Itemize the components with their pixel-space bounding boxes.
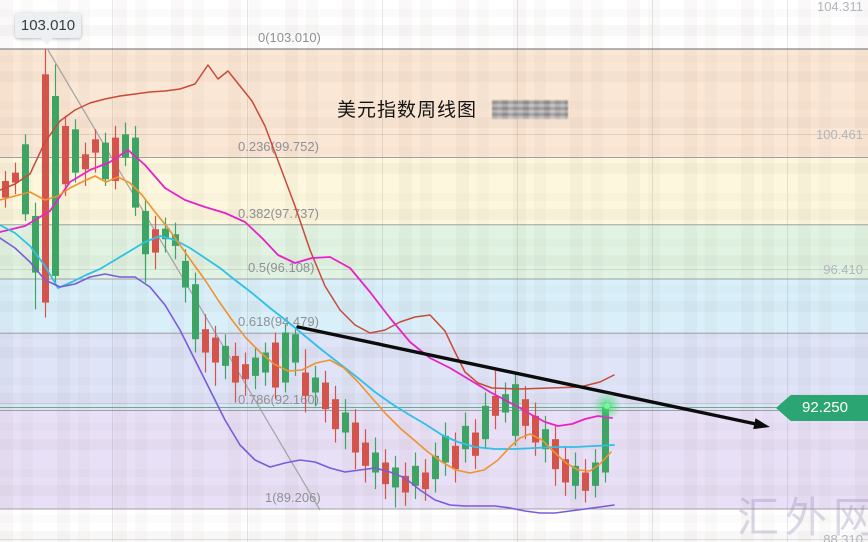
- candle[interactable]: [442, 422, 449, 476]
- candle[interactable]: [512, 372, 519, 446]
- candle[interactable]: [462, 412, 469, 463]
- candle[interactable]: [192, 272, 199, 353]
- fib-band: [0, 49, 868, 158]
- fib-label-0.5: 0.5(96.108): [248, 259, 315, 275]
- candle[interactable]: [242, 352, 249, 396]
- vertical-gridline: [247, 0, 248, 542]
- fib-band: [0, 278, 868, 334]
- current-price-badge: 92.250: [776, 395, 868, 421]
- axis-label-104.311: 104.311: [816, 0, 863, 14]
- candle[interactable]: [282, 324, 289, 393]
- last-price-dot: [604, 403, 610, 409]
- candle[interactable]: [92, 129, 99, 173]
- candle[interactable]: [72, 119, 79, 183]
- ma-orange: [0, 175, 612, 474]
- price-tooltip: 103.010: [15, 13, 81, 38]
- candle[interactable]: [252, 347, 259, 390]
- candle[interactable]: [292, 329, 299, 376]
- candle[interactable]: [562, 445, 569, 496]
- vertical-gridline: [382, 0, 383, 542]
- horizontal-gridline: [0, 269, 868, 270]
- candle[interactable]: [152, 215, 159, 270]
- candle[interactable]: [62, 115, 69, 196]
- candle[interactable]: [42, 49, 49, 318]
- candle[interactable]: [472, 419, 479, 470]
- candle[interactable]: [122, 122, 129, 166]
- candle[interactable]: [202, 314, 209, 373]
- candle[interactable]: [412, 452, 419, 500]
- candle[interactable]: [312, 365, 319, 406]
- candle[interactable]: [572, 452, 579, 500]
- candle[interactable]: [82, 142, 89, 186]
- vertical-gridline: [787, 0, 788, 542]
- candle[interactable]: [2, 170, 9, 208]
- candle[interactable]: [322, 370, 329, 423]
- candle[interactable]: [402, 462, 409, 506]
- fib-label-0.786: 0.786(92.160): [238, 391, 319, 407]
- candle[interactable]: [342, 399, 349, 450]
- candle[interactable]: [592, 449, 599, 498]
- candle[interactable]: [352, 409, 359, 470]
- candle[interactable]: [582, 459, 589, 503]
- horizontal-gridline: [0, 134, 868, 135]
- vertical-gridline: [517, 0, 518, 542]
- horizontal-gridline: [0, 403, 868, 404]
- axis-label-88.310: 88.310: [823, 531, 863, 542]
- boll-lower-purple: [0, 237, 615, 514]
- candle[interactable]: [212, 325, 219, 386]
- candle[interactable]: [262, 342, 269, 386]
- candle[interactable]: [102, 132, 109, 186]
- candle[interactable]: [522, 385, 529, 440]
- vertical-gridline: [652, 0, 653, 542]
- fib-label-0.236: 0.236(99.752): [238, 138, 319, 154]
- fib-band: [0, 333, 868, 411]
- candle[interactable]: [492, 370, 499, 430]
- horizontal-gridline: [0, 539, 868, 540]
- candle[interactable]: [532, 402, 539, 456]
- candle[interactable]: [52, 64, 59, 286]
- candle[interactable]: [482, 392, 489, 450]
- redacted-text-blur: [492, 100, 568, 119]
- trend-arrow-line[interactable]: [296, 325, 760, 427]
- site-watermark: 汇外网: [737, 494, 868, 541]
- candle[interactable]: [132, 125, 139, 216]
- candle[interactable]: [302, 349, 309, 413]
- candle[interactable]: [382, 449, 389, 500]
- tooltip-pointer-icon: [41, 38, 53, 45]
- fib-label-0: 0(103.010): [258, 30, 321, 45]
- vertical-gridline: [112, 0, 113, 542]
- axis-label-100.461: 100.461: [816, 126, 863, 142]
- candle[interactable]: [362, 429, 369, 483]
- boll-upper-red: [0, 64, 615, 390]
- trend-arrow-head: [753, 418, 770, 430]
- candle[interactable]: [392, 455, 399, 508]
- candle[interactable]: [162, 217, 169, 253]
- candle[interactable]: [372, 437, 379, 490]
- candle[interactable]: [332, 385, 339, 443]
- ma-cyan: [0, 224, 615, 450]
- candle[interactable]: [232, 342, 239, 403]
- chart-title: 美元指数周线图: [337, 100, 478, 121]
- candle[interactable]: [542, 415, 549, 463]
- candle[interactable]: [12, 162, 19, 195]
- fib-label-1: 1(89.206): [265, 489, 321, 505]
- ma-magenta: [0, 149, 613, 427]
- candle[interactable]: [222, 334, 229, 380]
- candle[interactable]: [182, 249, 189, 303]
- candle[interactable]: [432, 442, 439, 493]
- axis-label-96.410: 96.410: [823, 261, 863, 277]
